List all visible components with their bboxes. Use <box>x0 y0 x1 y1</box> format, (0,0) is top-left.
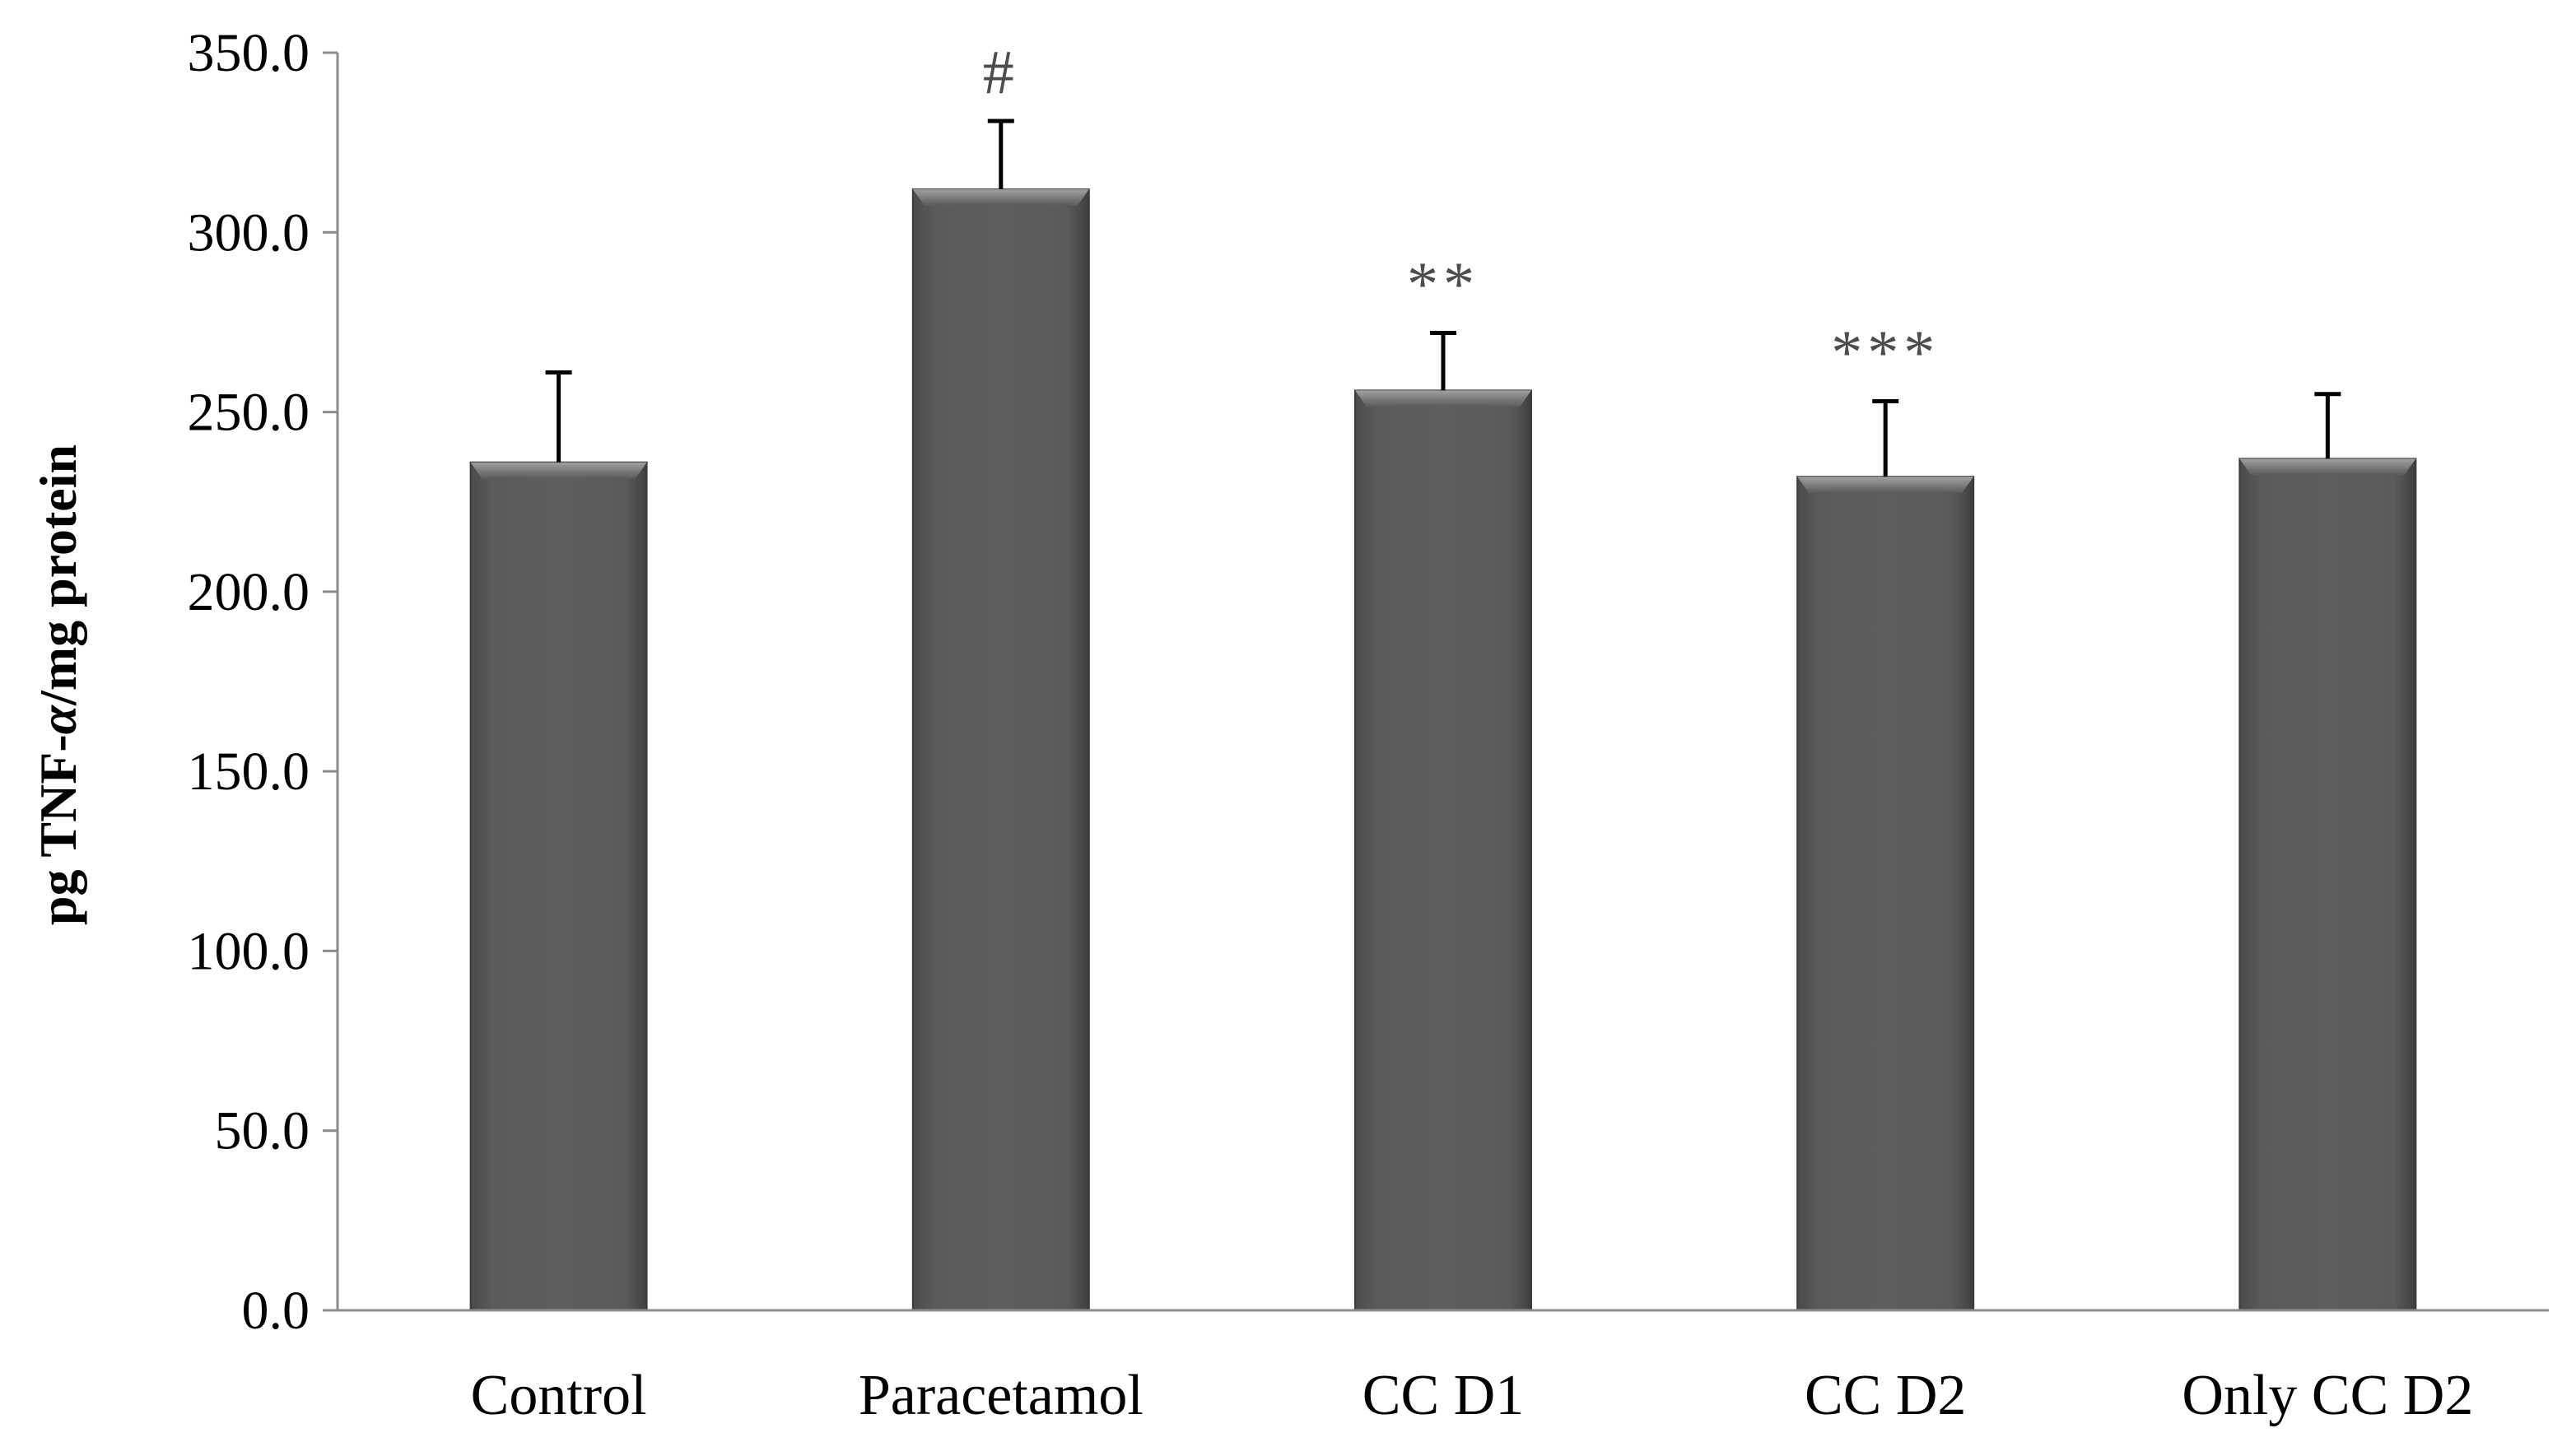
bar-top-bevel <box>912 188 1089 206</box>
bar <box>2238 458 2417 1312</box>
bars <box>469 188 2417 1312</box>
y-axis-label-group: pg TNF-α/mg protein <box>29 444 87 925</box>
significance-mark: ** <box>1407 250 1479 319</box>
x-tick-label: Paracetamol <box>859 1364 1144 1427</box>
y-tick-label: 200.0 <box>188 562 310 622</box>
bar-top-bevel <box>1797 477 1974 494</box>
error-bars <box>545 119 2341 477</box>
y-tick-label: 300.0 <box>188 202 310 263</box>
bar-top-bevel <box>470 462 647 479</box>
bar-top-bevel <box>2239 458 2416 476</box>
y-axis-label: pg TNF-α/mg protein <box>29 444 87 925</box>
y-tick-label: 50.0 <box>215 1101 310 1161</box>
y-tick-label: 150.0 <box>188 742 310 802</box>
y-tick-label: 250.0 <box>188 383 310 443</box>
x-tick-label: CC D2 <box>1805 1364 1966 1427</box>
bar <box>911 188 1090 1312</box>
bar <box>1354 389 1532 1311</box>
bar <box>469 461 648 1311</box>
bar <box>1796 476 1975 1311</box>
significance-mark: # <box>983 38 1019 107</box>
y-tick-label: 0.0 <box>242 1281 310 1341</box>
significance-annotations: #***** <box>983 38 1940 388</box>
bar-top-bevel <box>1355 390 1531 407</box>
x-tick-label: CC D1 <box>1363 1364 1524 1427</box>
y-axis-ticks: 0.0 50.0 100.0 150.0 200.0 250.0 300.0 350.0 <box>188 23 338 1341</box>
significance-mark: *** <box>1831 318 1940 387</box>
x-axis-labels: Control Paracetamol CC D1 CC D2 Only CC D2 <box>471 1364 2474 1427</box>
x-tick-label: Control <box>471 1364 647 1427</box>
y-tick-label: 100.0 <box>188 921 310 981</box>
y-tick-label: 350.0 <box>188 23 310 83</box>
axes <box>336 53 2549 1312</box>
x-tick-label: Only CC D2 <box>2182 1364 2473 1427</box>
